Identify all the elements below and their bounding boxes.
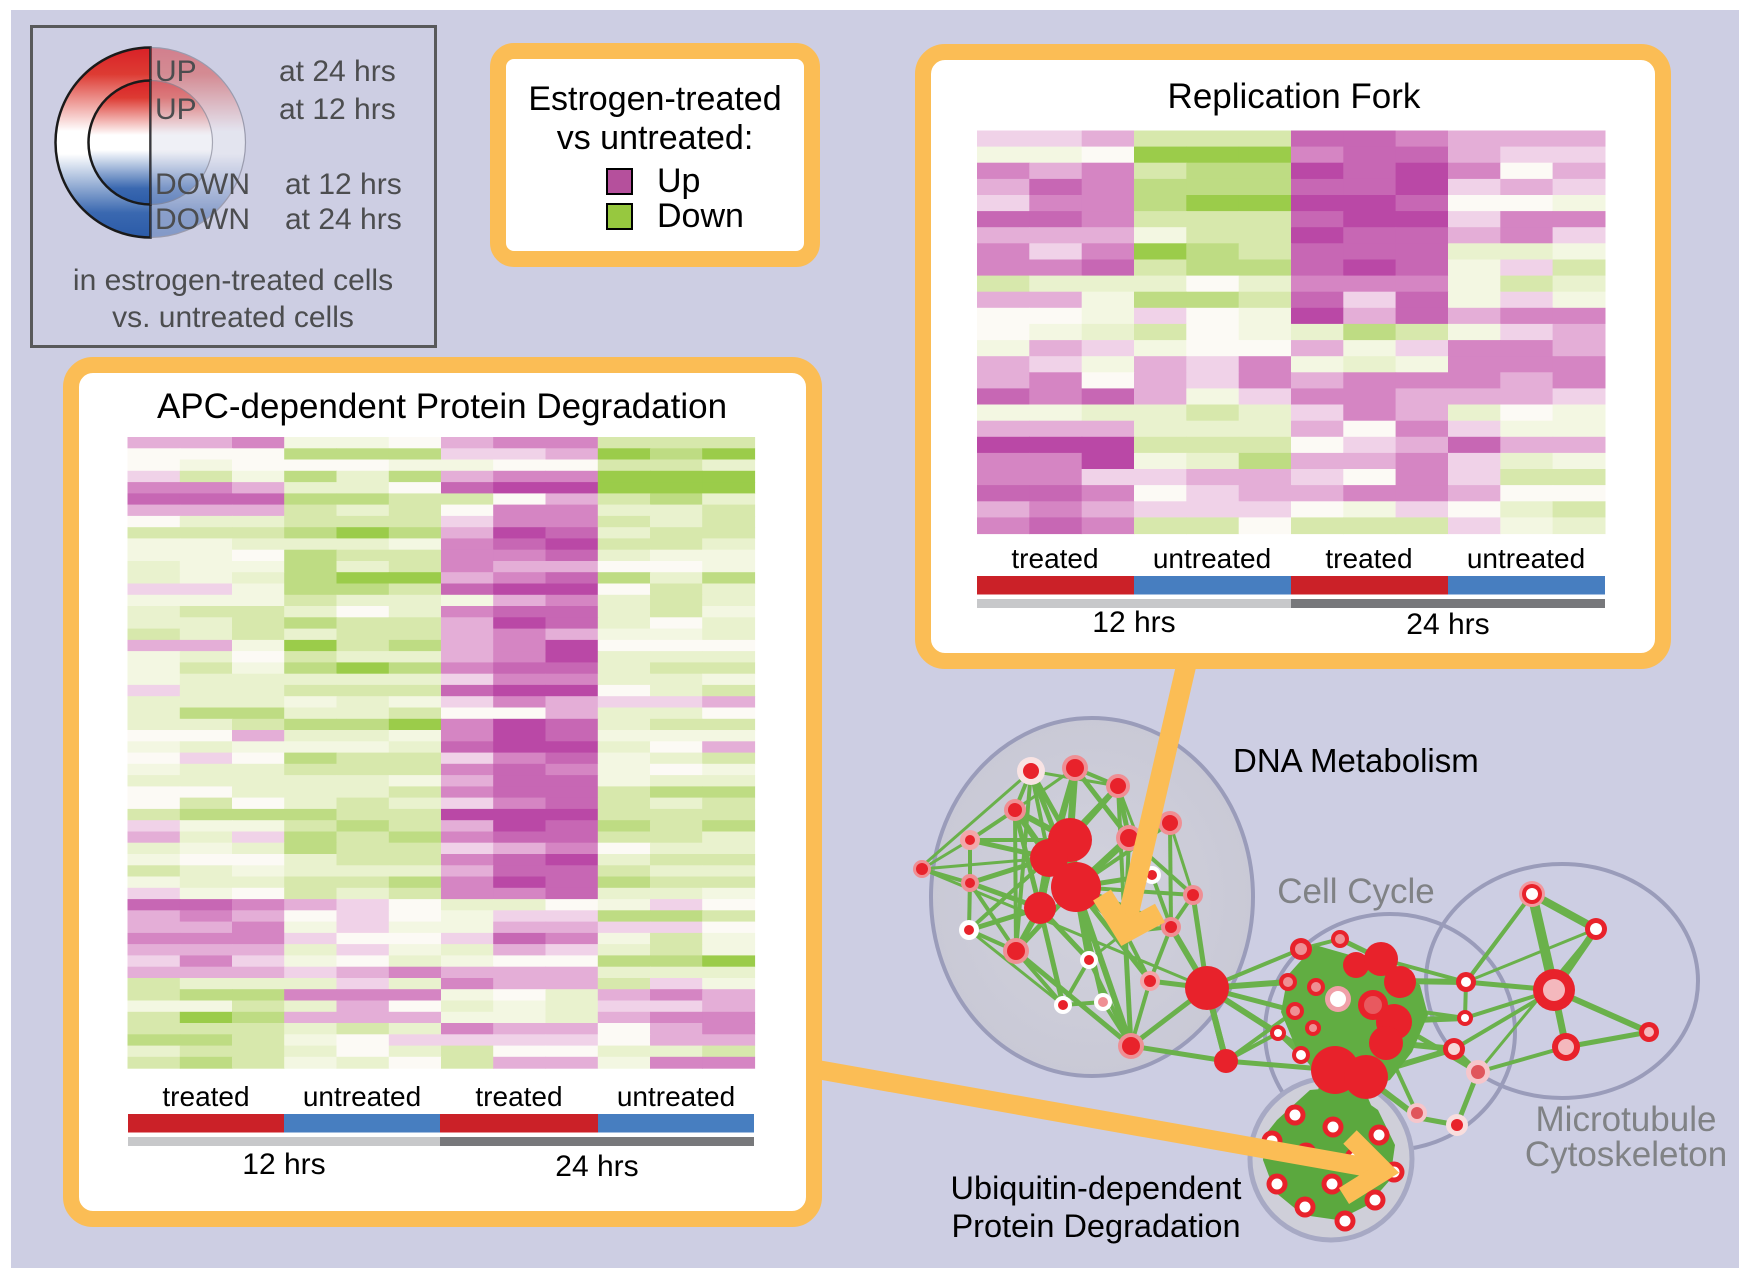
svg-text:UP: UP (155, 55, 197, 88)
svg-text:DOWN: DOWN (155, 203, 250, 236)
svg-text:at 24 hrs: at 24 hrs (279, 55, 396, 88)
svg-text:Estrogen-treated: Estrogen-treated (528, 80, 781, 118)
svg-text:24 hrs: 24 hrs (1406, 608, 1489, 641)
svg-text:12 hrs: 12 hrs (242, 1148, 325, 1181)
svg-text:24 hrs: 24 hrs (555, 1150, 638, 1183)
svg-text:treated: treated (162, 1081, 249, 1112)
svg-text:at 24 hrs: at 24 hrs (285, 203, 402, 236)
svg-text:Microtubule: Microtubule (1536, 1100, 1717, 1139)
svg-text:untreated: untreated (617, 1081, 735, 1112)
svg-text:untreated: untreated (303, 1081, 421, 1112)
svg-text:Replication Fork: Replication Fork (1168, 77, 1421, 116)
svg-text:Ubiquitin-dependent: Ubiquitin-dependent (951, 1170, 1242, 1206)
svg-text:untreated: untreated (1467, 543, 1585, 574)
svg-text:Cytoskeleton: Cytoskeleton (1525, 1135, 1727, 1174)
svg-text:Protein Degradation: Protein Degradation (951, 1208, 1240, 1244)
svg-text:treated: treated (1011, 543, 1098, 574)
svg-text:vs. untreated cells: vs. untreated cells (112, 301, 354, 334)
svg-text:DOWN: DOWN (155, 168, 250, 201)
svg-text:in estrogen-treated cells: in estrogen-treated cells (73, 264, 393, 297)
svg-text:Down: Down (657, 197, 744, 235)
svg-text:treated: treated (1325, 543, 1412, 574)
svg-text:DNA Metabolism: DNA Metabolism (1233, 742, 1479, 779)
svg-text:Cell Cycle: Cell Cycle (1277, 872, 1435, 911)
svg-text:UP: UP (155, 93, 197, 126)
svg-text:12 hrs: 12 hrs (1092, 606, 1175, 639)
svg-text:at 12 hrs: at 12 hrs (285, 168, 402, 201)
svg-text:untreated: untreated (1153, 543, 1271, 574)
svg-text:Up: Up (657, 162, 700, 200)
svg-text:treated: treated (475, 1081, 562, 1112)
svg-text:at 12 hrs: at 12 hrs (279, 93, 396, 126)
svg-text:APC-dependent Protein Degradat: APC-dependent Protein Degradation (157, 387, 727, 426)
svg-text:vs untreated:: vs untreated: (557, 119, 754, 157)
